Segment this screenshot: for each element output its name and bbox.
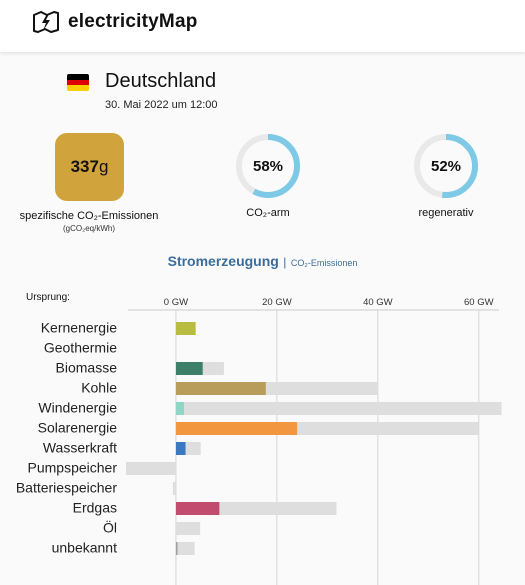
- production-bar: [175, 362, 203, 375]
- app-logo-text[interactable]: electricityMap: [68, 11, 198, 32]
- capacity-bar: [175, 542, 195, 555]
- tick-label: 60 GW: [464, 297, 494, 308]
- production-bar: [175, 542, 178, 555]
- flag-stripe-red: [67, 79, 89, 86]
- low-carbon-label: CO₂-arm: [246, 207, 290, 219]
- top-bar: electricityMap: [0, 0, 525, 52]
- category-label: Wasserkraft: [43, 440, 117, 456]
- capacity-bar: [172, 482, 176, 495]
- tick-label: 0 GW: [164, 297, 188, 308]
- germany-flag-icon: [67, 74, 89, 91]
- gauge-fill: [236, 134, 300, 198]
- co2-intensity-label: spezifische CO₂-Emissionen: [19, 210, 159, 222]
- capacity-bar: [175, 522, 201, 535]
- co2-intensity-square[interactable]: 337 g: [55, 133, 124, 201]
- category-label: Erdgas: [73, 500, 117, 516]
- flag-stripe-gold: [67, 85, 89, 91]
- production-bar: [175, 442, 186, 455]
- low-carbon-gauge[interactable]: [235, 133, 301, 199]
- origin-label: Ursprung:: [26, 292, 70, 303]
- production-bar: [175, 502, 220, 515]
- co2-intensity-unit: g: [98, 157, 109, 176]
- category-label: Kohle: [81, 380, 117, 396]
- low-carbon-percent: 58%: [252, 157, 284, 175]
- category-label: unbekannt: [52, 540, 118, 556]
- capacity-bar: [125, 462, 176, 475]
- category-label: Windenergie: [38, 400, 117, 416]
- category-label: Kernenergie: [41, 320, 117, 336]
- category-label: Batteriespeicher: [16, 480, 118, 496]
- category-label: Geothermie: [44, 340, 117, 356]
- category-label: Öl: [103, 519, 117, 536]
- production-bar: [175, 422, 298, 435]
- map-lightning-icon[interactable]: [32, 10, 60, 34]
- zone-datetime: 30. Mai 2022 um 12:00: [105, 99, 218, 111]
- capacity-bar: [175, 402, 502, 415]
- renewable-percent: 52%: [430, 157, 462, 175]
- tab-emissions[interactable]: CO₂-Emissionen: [290, 258, 358, 268]
- flag-stripe-black: [67, 74, 89, 80]
- tick-label: 40 GW: [363, 297, 393, 308]
- chart-mode-switch: Stromerzeugung | CO₂-Emissionen: [0, 253, 525, 271]
- renewable-label: regenerativ: [418, 207, 474, 219]
- tab-separator: |: [283, 255, 287, 269]
- category-label: Pumpspeicher: [28, 460, 118, 476]
- production-bar: [175, 382, 266, 395]
- production-bar: [175, 322, 196, 335]
- country-name: Deutschland: [105, 70, 217, 92]
- co2-intensity-value: 337: [70, 157, 99, 176]
- category-label: Solarenergie: [38, 420, 118, 436]
- category-label: Biomasse: [56, 360, 118, 376]
- gauge-fill: [414, 134, 478, 198]
- tab-production[interactable]: Stromerzeugung: [167, 253, 279, 269]
- production-bar: [175, 402, 185, 415]
- co2-intensity-unit-label: (gCO₂eq/kWh): [62, 224, 115, 233]
- production-chart: Ursprung: 0 GW 20 GW 40 GW 60 GW Kernenergie G…: [16, 292, 502, 585]
- tick-label: 20 GW: [262, 297, 292, 308]
- renewable-gauge[interactable]: [413, 133, 479, 199]
